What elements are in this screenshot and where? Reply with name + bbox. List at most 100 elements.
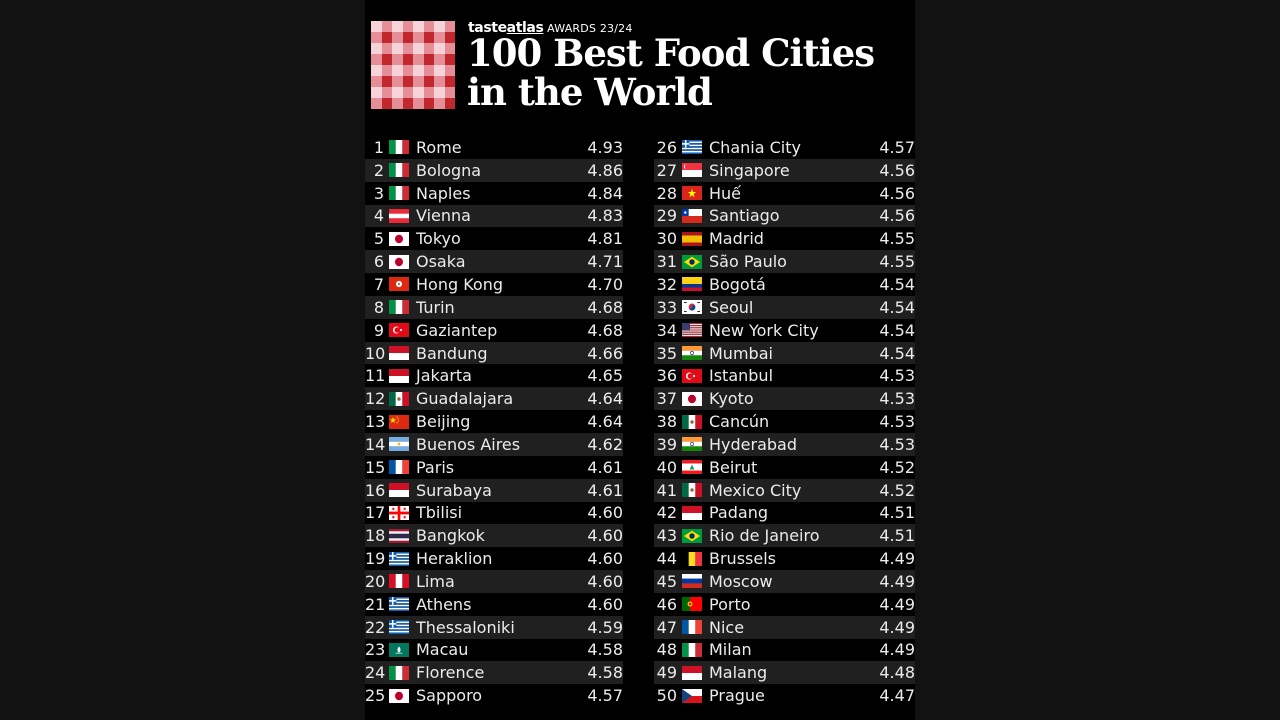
ranking-row: 6 Osaka 4.71 <box>365 250 623 274</box>
flag-fr-icon <box>389 460 409 475</box>
city-name: Padang <box>709 503 768 523</box>
rank-number: 11 <box>365 366 386 386</box>
city-name: Thessaloniki <box>416 617 515 637</box>
city-name: Moscow <box>709 571 773 591</box>
city-name: Heraklion <box>416 549 493 569</box>
city-name: Nice <box>709 617 745 637</box>
rank-number: 21 <box>365 594 386 614</box>
ranking-row: 4 Vienna 4.83 <box>365 204 623 228</box>
flag-tr-icon <box>389 323 409 338</box>
flag-kr-icon <box>682 300 702 315</box>
ranking-row: 10 Bandung 4.66 <box>365 341 623 365</box>
rank-number: 17 <box>365 503 386 523</box>
rank-number: 25 <box>365 686 386 706</box>
flag-br-icon <box>682 528 702 543</box>
ranking-row: 16 Surabaya 4.61 <box>365 478 623 502</box>
city-name: Prague <box>709 686 765 706</box>
flag-gr-icon <box>389 597 409 612</box>
city-name: Mexico City <box>709 480 802 500</box>
ranking-row: 28 Huế 4.56 <box>654 182 915 205</box>
city-name: Naples <box>416 183 471 203</box>
city-name: Porto <box>709 594 751 614</box>
rank-number: 39 <box>656 434 677 454</box>
ranking-row: 18 Bangkok 4.60 <box>365 524 623 548</box>
flag-hk-icon <box>389 277 409 292</box>
ranking-row: 33 Seoul 4.54 <box>654 295 915 319</box>
city-score: 4.51 <box>879 503 915 523</box>
city-name: Chania City <box>709 137 801 157</box>
city-score: 4.51 <box>879 526 915 546</box>
rank-number: 29 <box>656 206 677 226</box>
rank-number: 4 <box>373 206 384 226</box>
city-score: 4.49 <box>879 549 915 569</box>
ranking-row: 22 Thessaloniki 4.59 <box>365 615 623 639</box>
rankings-card: tasteatlas AWARDS 23/24 100 Best Food Ci… <box>365 0 915 720</box>
rank-number: 8 <box>373 297 384 317</box>
rank-number: 12 <box>365 389 386 409</box>
ranking-row: 35 Mumbai 4.54 <box>654 341 915 365</box>
rank-number: 49 <box>656 663 677 683</box>
rank-number: 47 <box>656 617 677 637</box>
rank-number: 10 <box>365 343 386 363</box>
city-name: Bogotá <box>709 274 766 294</box>
rank-number: 43 <box>656 526 677 546</box>
flag-it-icon <box>389 665 409 680</box>
flag-gr-icon <box>389 551 409 566</box>
ranking-row: 37 Kyoto 4.53 <box>654 387 915 411</box>
ranking-row: 17 Tbilisi 4.60 <box>365 502 623 525</box>
city-name: Florence <box>416 663 485 683</box>
rank-number: 34 <box>656 320 677 340</box>
city-score: 4.53 <box>879 412 915 432</box>
ranking-row: 5 Tokyo 4.81 <box>365 227 623 250</box>
ranking-row: 13 Beijing 4.64 <box>365 410 623 433</box>
ranking-row: 11 Jakarta 4.65 <box>365 364 623 387</box>
city-name: Milan <box>709 640 752 660</box>
ranking-row: 7 Hong Kong 4.70 <box>365 273 623 296</box>
ranking-row: 44 Brussels 4.49 <box>654 547 915 570</box>
city-score: 4.56 <box>879 160 915 180</box>
ranking-row: 9 Gaziantep 4.68 <box>365 319 623 342</box>
city-name: Surabaya <box>416 480 492 500</box>
flag-cz-icon <box>682 688 702 703</box>
ranking-row: 49 Malang 4.48 <box>654 661 915 685</box>
city-name: Turin <box>416 297 455 317</box>
flag-it-icon <box>389 300 409 315</box>
rank-number: 45 <box>656 571 677 591</box>
city-name: New York City <box>709 320 819 340</box>
city-score: 4.54 <box>879 274 915 294</box>
city-name: Tbilisi <box>416 503 463 523</box>
city-name: Rome <box>416 137 462 157</box>
ranking-row: 45 Moscow 4.49 <box>654 570 915 593</box>
gingham-logo-icon <box>371 21 455 109</box>
flag-pe-icon <box>389 574 409 589</box>
rankings-column-left: 1 Rome 4.93 2 Bologna 4.86 3 Naples 4.84 4 Vienna 4… <box>365 136 623 707</box>
rank-number: 3 <box>373 183 384 203</box>
brand-logo-text: tasteatlas <box>468 20 544 36</box>
city-score: 4.66 <box>587 343 623 363</box>
ranking-row: 24 Florence 4.58 <box>365 661 623 685</box>
city-score: 4.47 <box>879 686 915 706</box>
awards-label: AWARDS 23/24 <box>547 22 633 35</box>
rank-number: 31 <box>656 252 677 272</box>
city-score: 4.54 <box>879 297 915 317</box>
ranking-row: 31 São Paulo 4.55 <box>654 250 915 274</box>
city-score: 4.61 <box>587 457 623 477</box>
city-score: 4.60 <box>587 571 623 591</box>
flag-ru-icon <box>682 574 702 589</box>
brand-header: tasteatlas AWARDS 23/24 <box>468 20 633 36</box>
city-score: 4.54 <box>879 343 915 363</box>
city-score: 4.86 <box>587 160 623 180</box>
city-name: Athens <box>416 594 472 614</box>
ranking-row: 48 Milan 4.49 <box>654 639 915 662</box>
rank-number: 7 <box>373 274 384 294</box>
flag-fr-icon <box>682 620 702 635</box>
flag-br-icon <box>682 254 702 269</box>
rank-number: 6 <box>373 252 384 272</box>
ranking-row: 39 Hyderabad 4.53 <box>654 432 915 456</box>
flag-mx-icon <box>389 391 409 406</box>
rank-number: 22 <box>365 617 386 637</box>
city-score: 4.56 <box>879 206 915 226</box>
flag-be-icon <box>682 551 702 566</box>
ranking-row: 40 Beirut 4.52 <box>654 456 915 479</box>
flag-jp-icon <box>389 231 409 246</box>
